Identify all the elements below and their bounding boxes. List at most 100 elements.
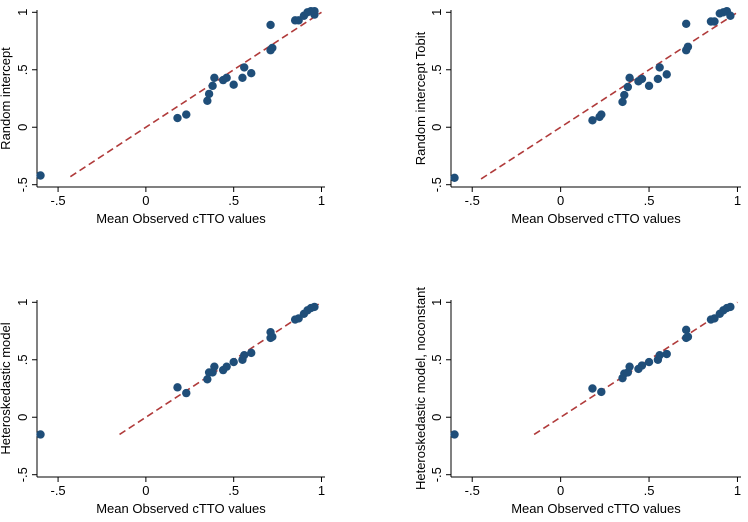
y-tick-label: .5 bbox=[429, 64, 444, 75]
data-point bbox=[653, 74, 663, 84]
data-point bbox=[710, 17, 719, 26]
x-tick-label: -.5 bbox=[50, 483, 65, 498]
data-point bbox=[683, 332, 693, 341]
y-tick-label: 1 bbox=[429, 9, 444, 16]
y-tick-label: -.5 bbox=[429, 177, 444, 192]
data-point bbox=[644, 357, 654, 367]
data-point bbox=[173, 113, 182, 123]
data-point bbox=[625, 73, 634, 83]
y-tick-label: -.5 bbox=[15, 467, 30, 482]
x-tick-label: -.5 bbox=[465, 483, 480, 498]
y-axis-title: Heteroskedastic model, noconstant bbox=[413, 287, 428, 490]
x-axis-title: Mean Observed cTTO values bbox=[96, 211, 266, 226]
data-point bbox=[182, 110, 191, 119]
panel-2: -.5 0 .5 1 -.5 0 .5 1 Mean Observed cTTO values R… bbox=[413, 6, 741, 226]
data-point bbox=[173, 383, 182, 392]
x-tick-label: 0 bbox=[142, 193, 149, 208]
data-point bbox=[597, 387, 606, 397]
x-tick-label: 0 bbox=[557, 193, 564, 208]
x-tick-label: .5 bbox=[644, 483, 655, 498]
data-point bbox=[655, 350, 664, 360]
x-axis-title: Mean Observed cTTO values bbox=[511, 211, 681, 226]
y-axis-title: Random intercept Tobit bbox=[413, 31, 428, 165]
data-point bbox=[450, 173, 459, 183]
data-point bbox=[204, 89, 214, 99]
x-tick-label: 1 bbox=[318, 483, 325, 498]
data-point bbox=[450, 430, 459, 439]
data-point bbox=[623, 82, 633, 92]
y-tick-label: 0 bbox=[429, 414, 444, 421]
data-point bbox=[644, 81, 654, 91]
data-point bbox=[182, 388, 191, 398]
x-tick-label: .5 bbox=[644, 193, 655, 208]
data-point bbox=[36, 171, 45, 180]
data-point bbox=[618, 97, 627, 107]
x-tick-label: 0 bbox=[142, 483, 149, 498]
y-tick-label: 1 bbox=[15, 299, 30, 306]
y-tick-label: 1 bbox=[429, 299, 444, 306]
y-tick-label: 0 bbox=[429, 124, 444, 131]
y-axis-title: Random intercept bbox=[0, 47, 13, 150]
y-tick-label: .5 bbox=[15, 64, 30, 75]
panel-1: -.5 0 .5 1 -.5 0 .5 1 Mean Observed cTTO values R… bbox=[0, 6, 325, 226]
y-tick-label: -.5 bbox=[429, 467, 444, 482]
data-point bbox=[268, 332, 277, 341]
data-point bbox=[620, 90, 629, 100]
data-point bbox=[240, 350, 249, 360]
data-point bbox=[726, 302, 735, 312]
data-point bbox=[597, 110, 606, 119]
data-point bbox=[662, 349, 671, 359]
data-point bbox=[240, 63, 249, 72]
data-point bbox=[683, 42, 693, 51]
panel-3: -.5 0 .5 1 -.5 0 .5 1 Mean Observed cTTO values H… bbox=[0, 299, 325, 516]
x-tick-label: 1 bbox=[734, 483, 741, 498]
data-point bbox=[726, 11, 735, 20]
data-point bbox=[229, 80, 238, 89]
data-point bbox=[266, 20, 275, 30]
y-tick-label: .5 bbox=[15, 354, 30, 365]
fit-line bbox=[480, 11, 738, 180]
data-point bbox=[222, 362, 231, 371]
x-axis-title: Mean Observed cTTO values bbox=[511, 501, 681, 516]
x-tick-label: .5 bbox=[228, 483, 239, 498]
data-point bbox=[310, 6, 319, 16]
data-point bbox=[681, 325, 691, 335]
data-point bbox=[208, 81, 217, 91]
data-point bbox=[625, 362, 634, 371]
data-point bbox=[247, 69, 256, 78]
data-point bbox=[637, 361, 647, 370]
y-tick-label: .5 bbox=[429, 354, 444, 365]
y-tick-label: 0 bbox=[15, 414, 30, 421]
x-tick-label: -.5 bbox=[465, 193, 480, 208]
x-tick-label: 1 bbox=[734, 193, 741, 208]
fit-line bbox=[69, 11, 322, 178]
data-point bbox=[229, 357, 238, 367]
data-point bbox=[203, 375, 212, 384]
data-point bbox=[210, 362, 219, 371]
y-tick-label: -.5 bbox=[15, 177, 30, 192]
y-tick-label: 1 bbox=[15, 9, 30, 16]
data-point bbox=[203, 96, 212, 105]
x-tick-label: 0 bbox=[557, 483, 564, 498]
data-point bbox=[588, 384, 597, 393]
data-point bbox=[662, 70, 671, 79]
fit-line bbox=[119, 301, 322, 436]
data-point bbox=[310, 302, 319, 312]
data-point bbox=[681, 19, 691, 28]
x-axis-title: Mean Observed cTTO values bbox=[96, 501, 266, 516]
data-point bbox=[238, 73, 247, 83]
data-point bbox=[268, 43, 277, 53]
panel-4: -.5 0 .5 1 -.5 0 .5 1 Mean Observed cTTO values H… bbox=[413, 287, 741, 516]
data-point bbox=[210, 73, 219, 83]
x-tick-label: .5 bbox=[228, 193, 239, 208]
x-tick-label: -.5 bbox=[50, 193, 65, 208]
data-point bbox=[588, 116, 597, 125]
y-axis-title: Heteroskedastic model bbox=[0, 322, 13, 454]
y-tick-label: 0 bbox=[15, 124, 30, 131]
data-point bbox=[655, 63, 664, 72]
data-point bbox=[36, 430, 45, 439]
data-point bbox=[247, 348, 256, 358]
x-tick-label: 1 bbox=[318, 193, 325, 208]
data-point bbox=[637, 74, 647, 84]
